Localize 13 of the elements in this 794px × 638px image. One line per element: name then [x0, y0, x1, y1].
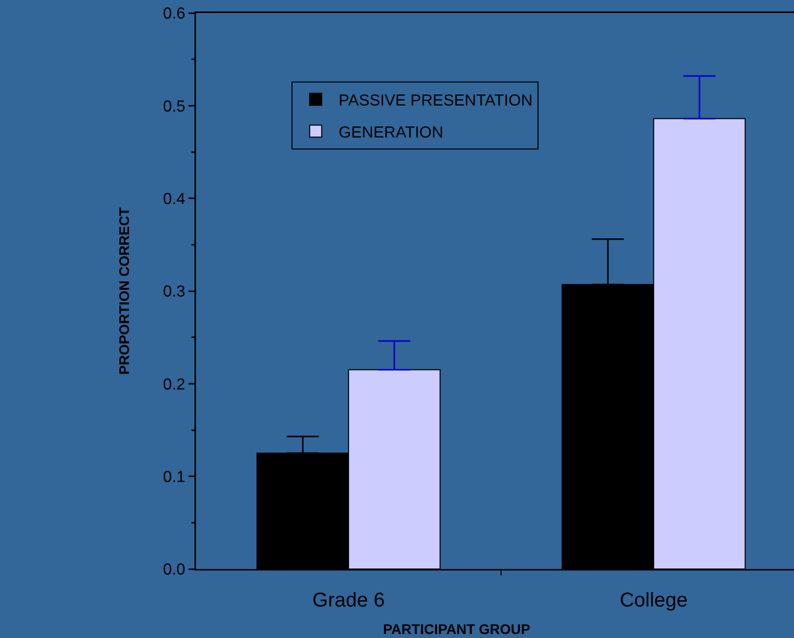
y-tick-label: 0.2 — [163, 376, 186, 394]
y-tick-label: 0.1 — [163, 468, 186, 486]
legend-label: GENERATION — [338, 124, 444, 142]
x-tick-label: Grade 6 — [312, 590, 385, 612]
y-tick-label: 0.6 — [163, 6, 186, 23]
y-tick-label: 0.0 — [163, 562, 186, 579]
y-tick-label: 0.5 — [163, 98, 186, 116]
y-axis-title: PROPORTION CORRECT — [116, 206, 132, 375]
x-tick-label: College — [620, 590, 688, 612]
legend-label: PASSIVE PRESENTATION — [338, 92, 533, 110]
x-axis-title: PARTICIPANT GROUP — [383, 621, 530, 637]
y-tick-label: 0.3 — [163, 284, 186, 301]
y-tick-label: 0.4 — [163, 190, 186, 208]
